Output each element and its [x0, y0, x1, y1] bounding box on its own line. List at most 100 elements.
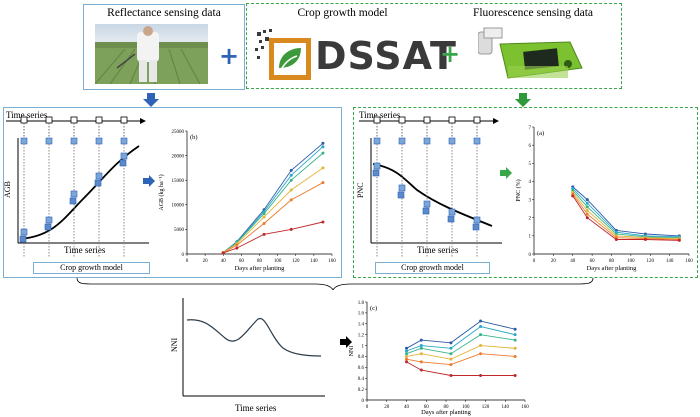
estimate-marker: [447, 215, 455, 223]
merge-brace: [76, 277, 594, 290]
right-arrow-icon: [143, 175, 155, 187]
x-tick-label: 140: [666, 259, 674, 264]
x-tick-label: 160: [521, 405, 529, 410]
observation-marker: [45, 216, 53, 224]
data-point: [321, 220, 325, 224]
data-point: [419, 368, 423, 372]
data-point: [289, 178, 293, 182]
x-axis-title: Days after planting: [235, 265, 286, 272]
sample-marker: [95, 137, 103, 145]
y-tick-label: 0.8: [358, 355, 365, 360]
agb-axis-label: AGB: [4, 181, 12, 198]
x-tick-label: 0: [366, 405, 369, 410]
data-point: [289, 173, 293, 177]
x-axis-title: Days after planting: [421, 409, 472, 416]
x-tick-label: 120: [647, 259, 655, 264]
timeline-marker: [20, 116, 28, 124]
data-point: [405, 352, 408, 356]
data-point: [289, 188, 293, 192]
y-tick-label: 1.4: [358, 323, 365, 328]
observation-marker: [473, 216, 481, 224]
sample-marker: [20, 137, 28, 145]
y-tick-label: 0.4: [358, 377, 365, 382]
data-point: [405, 354, 408, 358]
data-point: [321, 141, 325, 145]
data-point: [449, 357, 453, 361]
fluorescence-title: Fluorescence sensing data: [472, 7, 594, 19]
right-arrow-icon: [340, 336, 352, 348]
pnc-chart: 0 20 40 60 80 100 120 140 160 0 1 2 3 4 5 6 7 Days after …: [515, 126, 693, 272]
data-point: [585, 208, 589, 212]
nni-schematic: NNI Time series: [170, 298, 325, 413]
sample-marker: [423, 137, 431, 145]
data-point: [419, 338, 423, 342]
x-tick-label: 80: [609, 259, 615, 264]
x-tick-label: 20: [551, 259, 557, 264]
sample-marker: [448, 137, 456, 145]
observation-marker: [95, 172, 103, 180]
data-point: [585, 216, 589, 220]
series-line: [223, 152, 324, 253]
y-tick-label: 5: [529, 162, 532, 167]
y-axis-title: NNI: [349, 346, 355, 357]
field-photo: [95, 24, 208, 84]
data-point: [449, 374, 453, 377]
observation-marker: [120, 152, 128, 160]
x-tick-label: 140: [502, 405, 510, 410]
x-tick-label: 80: [257, 259, 263, 264]
estimate-marker: [19, 235, 27, 243]
timeline-marker: [398, 116, 406, 124]
y-tick-label: 0.2: [358, 388, 365, 393]
y-tick-label: 0: [529, 253, 532, 258]
nni-axis-label: NNI: [170, 337, 179, 352]
fluorescence-panel: [353, 107, 698, 278]
series-line: [406, 361, 516, 376]
series-line: [406, 353, 516, 366]
observation-marker: [448, 208, 456, 216]
observation-marker: [20, 228, 28, 236]
data-point: [585, 201, 589, 205]
reflectance-panel: [3, 107, 342, 278]
data-point: [262, 212, 266, 216]
x-time-series-label: Time series: [417, 245, 459, 255]
timeline-marker: [423, 116, 431, 124]
data-point: [479, 319, 483, 323]
data-point: [321, 151, 325, 155]
panel-label: (a): [537, 130, 544, 137]
data-point: [262, 221, 266, 225]
y-tick-label: 6: [529, 144, 532, 149]
timeline-marker: [448, 116, 456, 124]
agb-chart: 0 20 40 60 80 100 120 140 160 0 5000 10000 15000 2000…: [158, 130, 336, 272]
x-time-series-label: Time series: [235, 403, 277, 413]
estimate-marker: [372, 169, 380, 177]
data-point: [289, 198, 293, 202]
x-axis-title: Days after planting: [587, 265, 638, 272]
x-tick-label: 60: [239, 259, 245, 264]
panel-label: (c): [370, 305, 377, 312]
data-point: [449, 341, 453, 345]
data-point: [479, 374, 483, 377]
x-tick-label: 120: [292, 259, 300, 264]
sample-marker: [45, 137, 53, 145]
data-point: [405, 357, 408, 361]
x-tick-label: 60: [424, 405, 430, 410]
sample-marker: [70, 137, 78, 145]
x-tick-label: 20: [384, 405, 390, 410]
data-point: [571, 194, 575, 198]
x-tick-label: 0: [533, 259, 536, 264]
data-point: [262, 232, 266, 236]
reflectance-box: [83, 4, 245, 90]
data-point: [479, 333, 483, 337]
model-title: Crop growth model: [297, 7, 388, 19]
y-axis-title: PNC (%): [515, 179, 522, 201]
data-point: [677, 238, 681, 242]
estimate-marker: [422, 207, 430, 215]
observation-marker: [373, 162, 381, 170]
x-tick-label: 100: [462, 405, 470, 410]
data-point: [479, 344, 483, 348]
data-point: [235, 246, 239, 250]
series-line: [223, 146, 324, 253]
fluorescence-region-outline: [246, 3, 622, 89]
fluorescence-device: [478, 27, 583, 79]
nni-chart: 0 20 40 60 80 100 120 140 160 0 0.2 0.4 0.6 0.8 1 1.2 1.…: [349, 301, 529, 416]
